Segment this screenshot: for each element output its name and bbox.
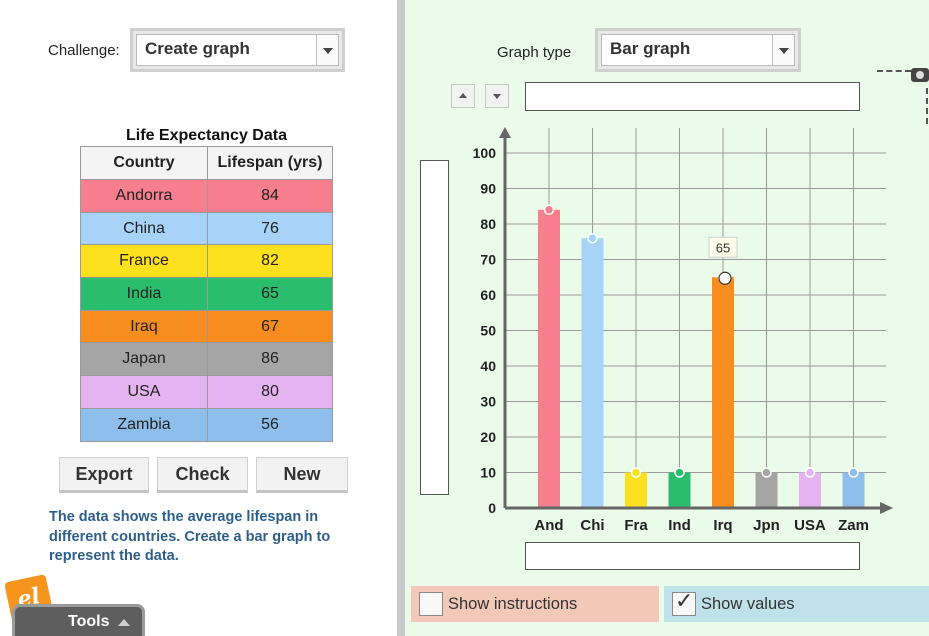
camera-guide-line — [926, 88, 928, 124]
country-cell: Japan — [80, 342, 208, 377]
table-row: Zambia 56 — [80, 407, 333, 442]
column-header-lifespan: Lifespan (yrs) — [207, 146, 333, 180]
panel-divider[interactable] — [397, 0, 405, 636]
left-panel: Challenge: Create graph Life Expectancy … — [0, 0, 400, 636]
lifespan-cell: 76 — [207, 211, 333, 246]
challenge-label: Challenge: — [48, 42, 120, 59]
right-panel: Graph type Bar graph — [405, 0, 929, 636]
export-button[interactable]: Export — [59, 457, 149, 493]
camera-guide-line — [877, 70, 911, 72]
lifespan-cell: 86 — [207, 342, 333, 377]
table-header-row: Country Lifespan (yrs) — [80, 146, 333, 180]
show-values-toggle[interactable]: ✓ Show values — [664, 586, 929, 622]
country-cell: USA — [80, 375, 208, 409]
country-cell: Zambia — [80, 407, 208, 442]
challenge-dropdown-value: Create graph — [145, 39, 250, 58]
lifespan-cell: 56 — [207, 407, 333, 442]
chevron-down-icon[interactable] — [772, 35, 794, 65]
graph-title-input[interactable] — [525, 82, 860, 111]
show-instructions-label: Show instructions — [448, 595, 578, 613]
country-cell: France — [80, 244, 208, 279]
country-cell: India — [80, 277, 208, 311]
challenge-dropdown-field[interactable]: Create graph — [136, 34, 339, 66]
scale-down-button[interactable] — [485, 84, 509, 108]
camera-icon[interactable] — [911, 68, 929, 82]
check-button[interactable]: Check — [157, 457, 248, 493]
show-instructions-toggle[interactable]: Show instructions — [411, 586, 659, 622]
y-axis-label-input[interactable] — [420, 160, 449, 495]
lifespan-cell: 65 — [207, 277, 333, 311]
table-row: Iraq 67 — [80, 309, 333, 344]
instructions-text: The data shows the average lifespan in d… — [49, 509, 331, 564]
table-row: Andorra 84 — [80, 179, 333, 213]
graph-type-label: Graph type — [497, 44, 572, 61]
new-button[interactable]: New — [256, 457, 348, 493]
lifespan-cell: 84 — [207, 179, 333, 213]
chevron-up-icon — [118, 619, 130, 626]
show-values-checkbox[interactable]: ✓ — [672, 589, 696, 616]
table-row: India 65 — [80, 277, 333, 311]
column-header-country: Country — [80, 146, 208, 180]
country-cell: China — [80, 211, 208, 246]
x-axis-label-input[interactable] — [525, 542, 860, 570]
graph-type-dropdown-field[interactable]: Bar graph — [601, 34, 795, 66]
lifespan-cell: 67 — [207, 309, 333, 344]
country-cell: Andorra — [80, 179, 208, 213]
chevron-down-icon[interactable] — [316, 35, 338, 65]
show-instructions-checkbox[interactable] — [419, 592, 443, 616]
lifespan-cell: 80 — [207, 375, 333, 409]
lifespan-cell: 82 — [207, 244, 333, 279]
table-row: USA 80 — [80, 375, 333, 409]
table-row: Japan 86 — [80, 342, 333, 377]
graph-type-dropdown-value: Bar graph — [610, 39, 691, 58]
show-values-label: Show values — [701, 595, 795, 613]
graph-type-dropdown[interactable]: Bar graph — [595, 28, 801, 72]
tools-label: Tools — [68, 613, 110, 630]
scale-up-button[interactable] — [451, 84, 475, 108]
checkmark-icon: ✓ — [675, 589, 694, 614]
challenge-dropdown[interactable]: Create graph — [130, 28, 345, 72]
table-row: China 76 — [80, 211, 333, 246]
life-expectancy-table: Country Lifespan (yrs) Andorra 84 China 76 F… — [80, 146, 333, 442]
tools-tab[interactable]: Tools — [12, 604, 145, 636]
table-title: Life Expectancy Data — [126, 127, 287, 144]
table-row: France 82 — [80, 244, 333, 279]
country-cell: Iraq — [80, 309, 208, 344]
